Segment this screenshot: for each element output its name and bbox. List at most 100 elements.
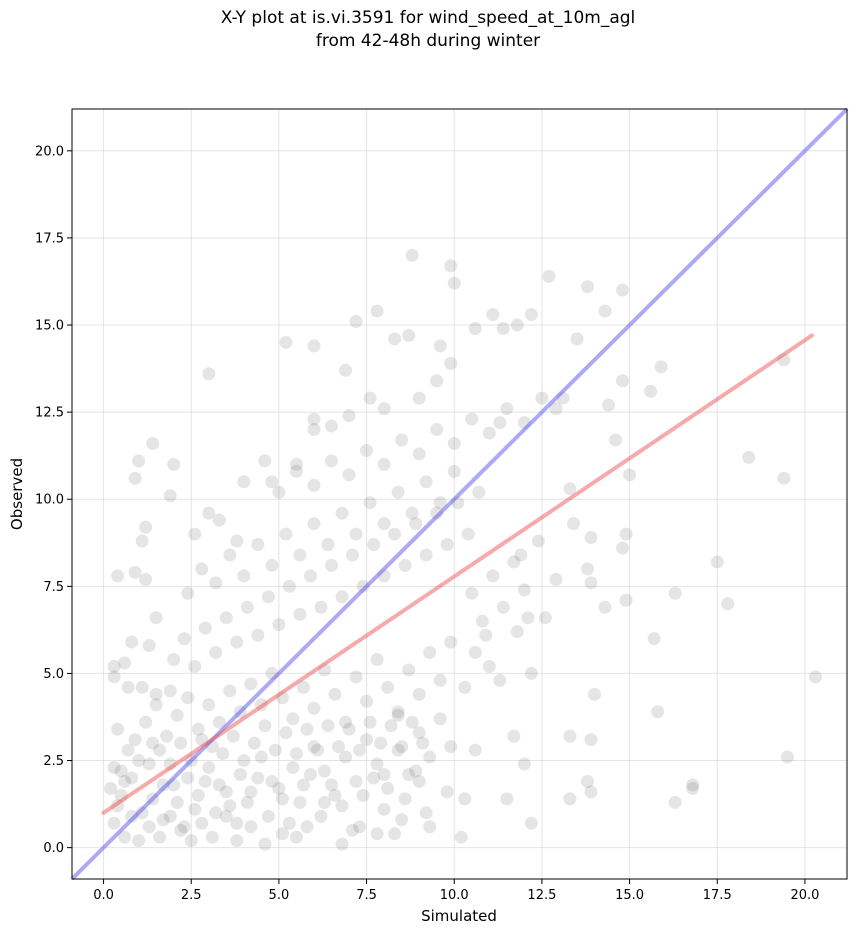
data-point (146, 736, 160, 750)
data-point (174, 823, 188, 837)
data-point (244, 677, 258, 691)
chart-title-line-1: X-Y plot at is.vi.3591 for wind_speed_at… (220, 8, 636, 28)
data-point (619, 593, 633, 607)
scatter-points (104, 248, 822, 851)
data-point (279, 726, 293, 740)
data-point (349, 315, 363, 329)
data-point (205, 830, 219, 844)
data-point (307, 740, 321, 754)
data-point (195, 816, 209, 830)
data-point (363, 391, 377, 405)
data-point (163, 684, 177, 698)
data-point (153, 743, 167, 757)
data-point (272, 485, 286, 499)
data-point (114, 764, 128, 778)
data-point (409, 517, 423, 531)
data-point (405, 715, 419, 729)
data-point (251, 771, 265, 785)
x-tick-label: 2.5 (181, 888, 202, 903)
data-point (388, 332, 402, 346)
data-point (412, 726, 426, 740)
data-point (423, 646, 437, 660)
data-point (402, 663, 416, 677)
data-point (496, 322, 510, 336)
data-point (447, 276, 461, 290)
data-point (289, 464, 303, 478)
data-point (668, 795, 682, 809)
data-point (121, 743, 135, 757)
data-point (135, 680, 149, 694)
x-tick-label: 10.0 (440, 888, 469, 903)
plot-frame (71, 108, 848, 880)
data-point (275, 827, 289, 841)
data-point (447, 436, 461, 450)
data-point (216, 747, 230, 761)
data-point (710, 555, 724, 569)
data-point (300, 820, 314, 834)
data-point (468, 743, 482, 757)
data-point (454, 830, 468, 844)
data-point (184, 834, 198, 848)
data-point (479, 628, 493, 642)
data-point (430, 423, 444, 437)
data-point (104, 781, 118, 795)
data-point (458, 792, 472, 806)
identity-line (70, 107, 849, 881)
data-point (475, 614, 489, 628)
data-point (286, 712, 300, 726)
data-point (240, 600, 254, 614)
data-point (335, 506, 349, 520)
data-point (142, 820, 156, 834)
data-point (177, 820, 191, 834)
data-point (223, 799, 237, 813)
data-point (349, 774, 363, 788)
data-point (111, 722, 125, 736)
data-point (444, 740, 458, 754)
data-point (384, 719, 398, 733)
data-point (514, 548, 528, 562)
data-point (584, 576, 598, 590)
data-point (391, 743, 405, 757)
data-point (219, 785, 233, 799)
data-point (307, 423, 321, 437)
data-point (307, 517, 321, 531)
data-point (668, 586, 682, 600)
data-point (265, 774, 279, 788)
data-point (461, 527, 475, 541)
y-axis-ticks: 0.0 2.5 5.0 7.5 10.0 12.5 15.0 17.5 20.0 (35, 144, 72, 856)
data-point (412, 447, 426, 461)
data-point (430, 506, 444, 520)
data-point (289, 747, 303, 761)
data-point (268, 743, 282, 757)
data-point (468, 322, 482, 336)
data-point (125, 635, 139, 649)
data-point (325, 778, 339, 792)
data-point (258, 837, 272, 851)
data-point (580, 774, 594, 788)
data-point (261, 809, 275, 823)
data-point (230, 816, 244, 830)
data-point (440, 785, 454, 799)
data-point (132, 454, 146, 468)
data-point (237, 569, 251, 583)
data-point (465, 586, 479, 600)
x-tick-label: 5.0 (269, 888, 290, 903)
data-point (314, 600, 328, 614)
data-point (307, 412, 321, 426)
data-point (223, 684, 237, 698)
data-point (135, 806, 149, 820)
data-point (163, 489, 177, 503)
data-point (181, 691, 195, 705)
data-point (430, 374, 444, 388)
data-point (202, 761, 216, 775)
data-point (153, 830, 167, 844)
data-point (254, 750, 268, 764)
data-point (303, 569, 317, 583)
data-point (367, 538, 381, 552)
data-point (188, 527, 202, 541)
data-point (346, 823, 360, 837)
data-point (377, 457, 391, 471)
data-point (496, 600, 510, 614)
data-point (370, 757, 384, 771)
data-point (524, 308, 538, 322)
